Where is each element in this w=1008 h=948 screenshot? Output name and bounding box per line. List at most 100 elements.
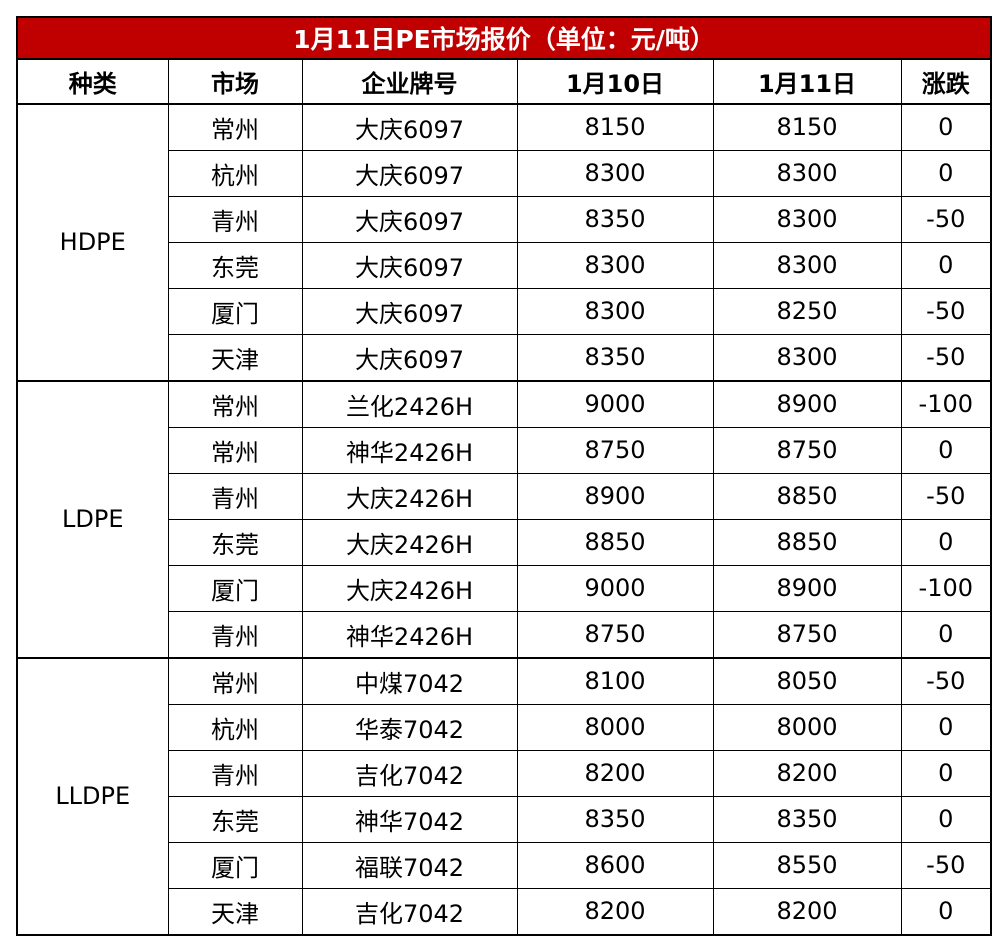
market-cell: 常州 — [167, 426, 303, 474]
brand-cell: 大庆6097 — [301, 333, 518, 382]
table-body: HDPE 常州 大庆6097 8150 8150 0 杭州 大庆6097 8300 8300 0 青州… — [16, 102, 992, 936]
change-cell: 0 — [900, 887, 992, 936]
change-cell: 0 — [900, 426, 992, 474]
jan10-price-cell: 8750 — [516, 426, 714, 474]
change-cell: -50 — [900, 472, 992, 520]
jan10-price-cell: 8100 — [516, 656, 714, 705]
category-cell: LLDPE — [16, 656, 169, 936]
table-row: 厦门 大庆2426H 9000 8900 -100 — [17, 564, 992, 612]
brand-cell: 神华7042 — [301, 795, 518, 843]
jan11-price-cell: 8750 — [712, 610, 902, 659]
jan10-price-cell: 8300 — [516, 149, 714, 197]
jan11-price-cell: 8050 — [712, 656, 902, 705]
table-row: 天津 吉化7042 8200 8200 0 — [17, 887, 992, 936]
jan11-price-cell: 8850 — [712, 518, 902, 566]
brand-cell: 大庆6097 — [301, 195, 518, 243]
header-row: 种类 市场 企业牌号 1月10日 1月11日 涨跌 — [16, 58, 992, 105]
table-row: 东莞 大庆2426H 8850 8850 0 — [17, 518, 992, 566]
table-row: 常州 神华2426H 8750 8750 0 — [17, 426, 992, 474]
brand-cell: 大庆6097 — [301, 102, 518, 151]
change-cell: 0 — [900, 795, 992, 843]
pe-price-table: 1月11日PE市场报价（单位：元/吨） 种类 市场 企业牌号 1月10日 1月1… — [15, 16, 993, 936]
jan11-price-cell: 8200 — [712, 887, 902, 936]
header-market: 市场 — [167, 58, 303, 105]
brand-cell: 大庆2426H — [301, 472, 518, 520]
market-cell: 厦门 — [167, 287, 303, 335]
brand-cell: 吉化7042 — [301, 749, 518, 797]
jan11-price-cell: 8850 — [712, 472, 902, 520]
market-cell: 天津 — [167, 333, 303, 382]
market-cell: 常州 — [167, 379, 303, 428]
table-row: 青州 大庆2426H 8900 8850 -50 — [17, 472, 992, 520]
brand-cell: 华泰7042 — [301, 703, 518, 751]
table-row: 青州 吉化7042 8200 8200 0 — [17, 749, 992, 797]
change-cell: -50 — [900, 195, 992, 243]
change-cell: -50 — [900, 656, 992, 705]
change-cell: 0 — [900, 241, 992, 289]
change-cell: -50 — [900, 287, 992, 335]
change-cell: -50 — [900, 841, 992, 889]
table-row: 杭州 大庆6097 8300 8300 0 — [17, 149, 992, 197]
jan11-price-cell: 8150 — [712, 102, 902, 151]
header-change: 涨跌 — [900, 58, 992, 105]
market-cell: 常州 — [167, 102, 303, 151]
table-row: 厦门 大庆6097 8300 8250 -50 — [17, 287, 992, 335]
brand-cell: 大庆2426H — [301, 518, 518, 566]
jan10-price-cell: 8300 — [516, 241, 714, 289]
brand-cell: 大庆6097 — [301, 241, 518, 289]
change-cell: -100 — [900, 564, 992, 612]
table-row: 青州 大庆6097 8350 8300 -50 — [17, 195, 992, 243]
brand-cell: 大庆6097 — [301, 287, 518, 335]
change-cell: 0 — [900, 703, 992, 751]
price-table-container: 1月11日PE市场报价（单位：元/吨） 种类 市场 企业牌号 1月10日 1月1… — [15, 16, 993, 936]
jan11-price-cell: 8300 — [712, 241, 902, 289]
jan11-price-cell: 8250 — [712, 287, 902, 335]
table-row: LLDPE 常州 中煤7042 8100 8050 -50 — [16, 656, 992, 936]
market-cell: 杭州 — [167, 703, 303, 751]
table-title: 1月11日PE市场报价（单位：元/吨） — [15, 16, 993, 60]
change-cell: 0 — [900, 518, 992, 566]
category-cell: HDPE — [16, 103, 169, 382]
brand-cell: 兰化2426H — [301, 379, 518, 428]
change-cell: 0 — [900, 149, 992, 197]
jan10-price-cell: 8350 — [516, 333, 714, 382]
brand-cell: 福联7042 — [301, 841, 518, 889]
jan10-price-cell: 9000 — [516, 379, 714, 428]
category-cell: LDPE — [16, 379, 169, 659]
jan10-price-cell: 8200 — [516, 749, 714, 797]
table-row: 厦门 福联7042 8600 8550 -50 — [17, 841, 992, 889]
jan10-price-cell: 8900 — [516, 472, 714, 520]
market-cell: 青州 — [167, 749, 303, 797]
jan10-price-cell: 8350 — [516, 795, 714, 843]
change-cell: -100 — [900, 379, 992, 428]
brand-cell: 大庆6097 — [301, 149, 518, 197]
change-cell: 0 — [900, 610, 992, 659]
jan10-price-cell: 8750 — [516, 610, 714, 659]
table-row: HDPE 常州 大庆6097 8150 8150 0 — [16, 102, 992, 382]
jan10-price-cell: 8350 — [516, 195, 714, 243]
change-cell: 0 — [900, 102, 992, 151]
jan10-price-cell: 8300 — [516, 287, 714, 335]
table-row: 天津 大庆6097 8350 8300 -50 — [17, 333, 992, 382]
header-jan11: 1月11日 — [712, 58, 902, 105]
market-cell: 常州 — [167, 656, 303, 705]
change-cell: 0 — [900, 749, 992, 797]
market-cell: 青州 — [167, 195, 303, 243]
jan10-price-cell: 8200 — [516, 887, 714, 936]
jan11-price-cell: 8900 — [712, 379, 902, 428]
brand-cell: 神华2426H — [301, 426, 518, 474]
market-cell: 厦门 — [167, 841, 303, 889]
jan10-price-cell: 8150 — [516, 102, 714, 151]
market-cell: 青州 — [167, 610, 303, 659]
market-cell: 杭州 — [167, 149, 303, 197]
header-category: 种类 — [16, 58, 169, 105]
table-row: LDPE 常州 兰化2426H 9000 8900 -100 — [16, 379, 992, 659]
header-brand: 企业牌号 — [301, 58, 518, 105]
jan11-price-cell: 8900 — [712, 564, 902, 612]
market-cell: 东莞 — [167, 241, 303, 289]
brand-cell: 大庆2426H — [301, 564, 518, 612]
jan10-price-cell: 9000 — [516, 564, 714, 612]
jan11-price-cell: 8300 — [712, 333, 902, 382]
jan11-price-cell: 8200 — [712, 749, 902, 797]
jan10-price-cell: 8850 — [516, 518, 714, 566]
